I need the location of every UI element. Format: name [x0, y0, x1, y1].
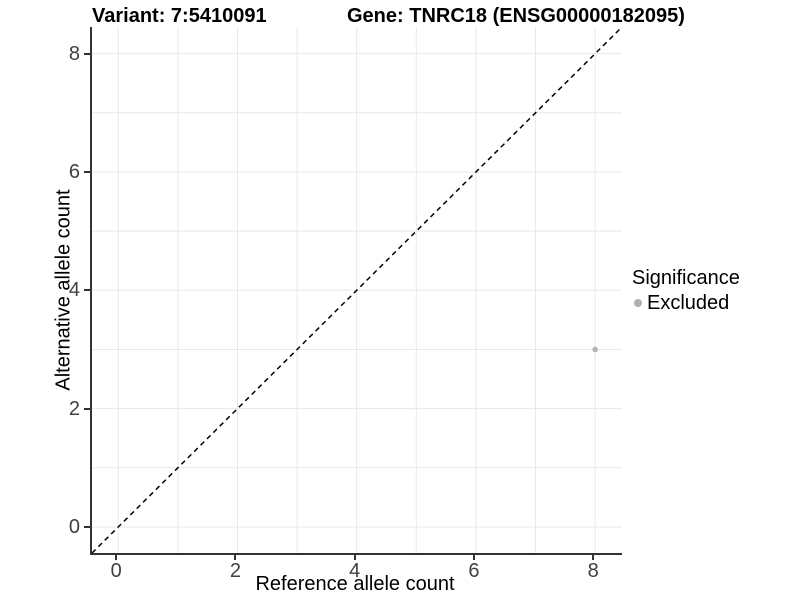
legend-item: Excluded: [634, 292, 740, 314]
x-axis-tick-label: 6: [468, 560, 480, 582]
legend: Significance Excluded: [632, 266, 740, 314]
x-axis-tick-label: 8: [587, 560, 599, 582]
data-point: [592, 346, 598, 353]
x-axis-tick: [115, 555, 118, 560]
x-axis-tick-label: 0: [110, 560, 122, 582]
y-axis-tick: [84, 170, 90, 173]
x-axis-tick: [472, 555, 475, 560]
plot-panel: [90, 27, 622, 555]
plot-title-variant: Variant: 7:5410091: [92, 5, 267, 27]
plot-title-gene: Gene: TNRC18 (ENSG00000182095): [347, 5, 685, 27]
legend-point-icon: [634, 299, 642, 307]
x-axis-tick: [234, 555, 237, 560]
scatter-chart: [92, 27, 622, 553]
legend-item-label: Excluded: [647, 292, 730, 314]
x-axis-tick-label: 4: [349, 560, 361, 582]
y-axis-tick: [84, 525, 90, 528]
x-axis-tick: [353, 555, 356, 560]
y-axis-tick: [84, 407, 90, 410]
y-axis-tick-label: 8: [68, 42, 80, 65]
y-axis-tick: [84, 52, 90, 55]
y-axis-tick-label: 2: [68, 397, 80, 420]
y-axis-title: Alternative allele count: [52, 189, 75, 391]
x-axis-title: Reference allele count: [255, 573, 455, 595]
identity-line: [92, 27, 622, 553]
y-axis-tick-label: 0: [68, 515, 80, 538]
x-axis-tick: [592, 555, 595, 560]
x-axis-tick-label: 2: [229, 560, 242, 582]
legend-title: Significance: [632, 267, 740, 289]
y-axis-tick-label: 6: [68, 160, 80, 183]
y-axis-tick-label: 4: [68, 279, 80, 302]
y-axis-tick: [84, 289, 90, 292]
